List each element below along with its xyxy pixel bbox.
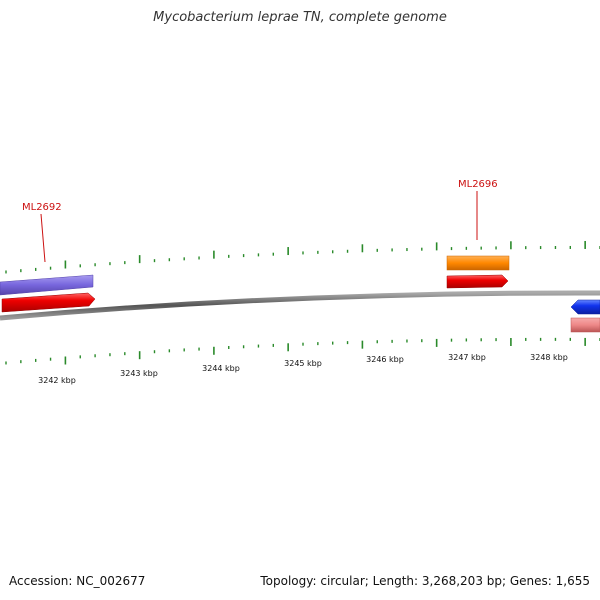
map-title: Mycobacterium leprae TN, complete genome [153, 10, 447, 25]
genome-backbone [0, 290, 600, 321]
tick-label: 3242 kbp [38, 376, 76, 385]
tick-label: 3248 kbp [530, 353, 568, 362]
cds-arrow-forward[interactable] [446, 274, 509, 289]
cds-arrow-reverse[interactable] [570, 299, 600, 315]
tick-labels: 3242 kbp 3243 kbp 3244 kbp 3245 kbp 3246… [38, 353, 568, 385]
tick-label: 3247 kbp [448, 353, 486, 362]
tick-label: 3245 kbp [284, 359, 322, 368]
gene-label-ml2692[interactable]: ML2692 [22, 202, 62, 213]
feature-pink[interactable] [570, 317, 600, 333]
feature-ml2696[interactable] [446, 255, 510, 271]
tick-label: 3246 kbp [366, 355, 404, 364]
label-leader-line [40, 213, 46, 263]
accession-text: Accession: NC_002677 [9, 574, 146, 588]
tick-label: 3244 kbp [202, 364, 240, 373]
feature-ml2692[interactable] [0, 274, 94, 296]
inner-tick-marks [5, 337, 600, 365]
gene-label-ml2696[interactable]: ML2696 [458, 179, 498, 190]
outer-tick-marks [5, 240, 600, 274]
genome-summary-text: Topology: circular; Length: 3,268,203 bp… [260, 574, 590, 588]
tick-label: 3243 kbp [120, 369, 158, 378]
cds-arrow-forward[interactable] [1, 292, 96, 313]
